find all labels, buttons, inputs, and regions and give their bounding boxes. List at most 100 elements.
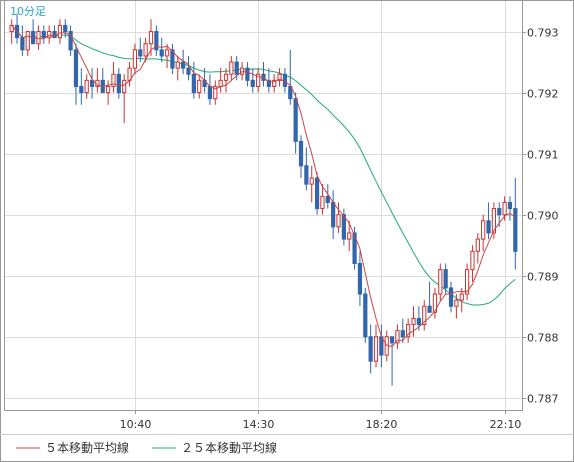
candle-body-down <box>293 98 298 142</box>
candle-body-down <box>331 201 336 228</box>
candle-body-up <box>464 269 470 295</box>
candle-body-down <box>443 269 448 289</box>
candle-body-down <box>304 165 309 185</box>
candle-body-down <box>250 79 255 87</box>
x-axis-ticks: 10:40 14:30 18:20 22:10 <box>120 410 522 431</box>
candle-body-down <box>68 31 73 51</box>
y-tick-label: 0.789 <box>527 271 559 284</box>
candle-body-down <box>352 232 357 264</box>
candle-body-up <box>132 49 138 69</box>
candle-body-up <box>218 79 223 87</box>
candle-body-down <box>282 73 288 87</box>
y-tick-label: 0.792 <box>527 88 559 101</box>
ma5-path <box>11 25 516 348</box>
candle-body-down <box>363 293 368 338</box>
candle-body-up <box>373 336 379 362</box>
candle-body-up <box>309 177 314 185</box>
candle-body-up <box>57 24 63 39</box>
candle-body-up <box>36 31 41 45</box>
period-label: 10分足 <box>10 5 46 18</box>
candle-body-down <box>507 201 513 210</box>
candle-body-down <box>159 49 164 57</box>
candle-body-down <box>245 67 250 81</box>
y-tick-label: 0.791 <box>527 149 559 162</box>
y-axis-ticks: 0.787 0.788 0.789 0.790 0.791 0.792 0.793 <box>522 27 559 406</box>
candle-body-up <box>143 43 148 57</box>
candle-body-down <box>497 208 502 216</box>
candle-body-down <box>379 336 384 356</box>
candle-body-up <box>438 269 443 295</box>
candle-body-down <box>357 262 363 295</box>
candle-body-up <box>320 195 325 210</box>
candle-body-down <box>79 85 84 94</box>
legend-label-ma5: ５本移動平均線 <box>45 440 129 455</box>
y-tick-label: 0.787 <box>527 393 559 406</box>
candle-body-up <box>432 293 438 313</box>
candle-body-down <box>186 67 191 75</box>
candle-body-up <box>9 24 14 33</box>
candle-body-up <box>347 232 352 240</box>
candle-body-up <box>470 250 475 271</box>
x-tick-label: 10:40 <box>120 418 152 431</box>
candle-body-down <box>486 220 491 234</box>
candle-body-down <box>513 208 518 252</box>
candle-body-up <box>229 61 234 75</box>
x-tick-label: 18:20 <box>366 418 398 431</box>
candle-body-down <box>234 61 239 75</box>
candle-body-down <box>20 37 25 51</box>
candle-body-down <box>427 305 432 313</box>
candle-body-up <box>175 61 180 69</box>
candle-body-down <box>416 317 421 326</box>
y-tick-label: 0.793 <box>527 27 559 40</box>
candle-body-up <box>122 79 127 94</box>
candle-body-up <box>336 214 341 228</box>
candle-body-up <box>239 67 245 75</box>
candle-body-down <box>52 31 57 39</box>
candle-body-up <box>148 31 154 45</box>
candle-body-up <box>223 73 229 81</box>
candle-body-down <box>41 31 46 39</box>
candle-body-down <box>266 79 271 87</box>
candle-body-up <box>47 31 52 39</box>
x-tick-label: 14:30 <box>243 418 275 431</box>
candle-body-down <box>63 24 68 33</box>
candle-body-up <box>213 85 218 100</box>
candle-body-up <box>197 79 202 94</box>
candle-body-down <box>368 336 373 362</box>
candle-body-down <box>191 73 196 94</box>
candle-body-up <box>395 330 400 344</box>
candles <box>9 13 518 386</box>
candle-body-down <box>298 140 304 167</box>
candle-body-down <box>73 49 79 87</box>
candle-body-up <box>277 73 282 81</box>
candle-body-down <box>389 336 395 344</box>
candle-body-down <box>314 177 320 210</box>
y-tick-label: 0.790 <box>527 210 559 223</box>
candle-body-down <box>341 214 346 240</box>
candle-body-down <box>448 287 454 307</box>
plot-area-frame <box>4 0 523 411</box>
candle-body-down <box>325 195 330 203</box>
candle-body-up <box>406 324 411 338</box>
candle-body-up <box>422 305 427 326</box>
candle-body-up <box>481 220 486 240</box>
candle-body-up <box>459 293 464 301</box>
candle-body-down <box>288 85 293 100</box>
candle-body-down <box>154 31 159 51</box>
candle-body-up <box>256 73 261 87</box>
candle-body-down <box>170 49 175 69</box>
candle-body-up <box>164 49 170 57</box>
candle-body-up <box>25 31 30 51</box>
x-tick-label: 22:10 <box>490 418 522 431</box>
candle-body-down <box>89 79 95 87</box>
candle-body-up <box>475 238 480 252</box>
candle-body-down <box>138 49 143 57</box>
candle-body-up <box>502 201 507 216</box>
candle-body-up <box>84 79 89 94</box>
candle-body-down <box>207 85 213 100</box>
candle-body-down <box>400 330 405 338</box>
candle-body-up <box>111 73 116 87</box>
candle-body-down <box>181 61 186 69</box>
candle-body-down <box>116 73 121 94</box>
